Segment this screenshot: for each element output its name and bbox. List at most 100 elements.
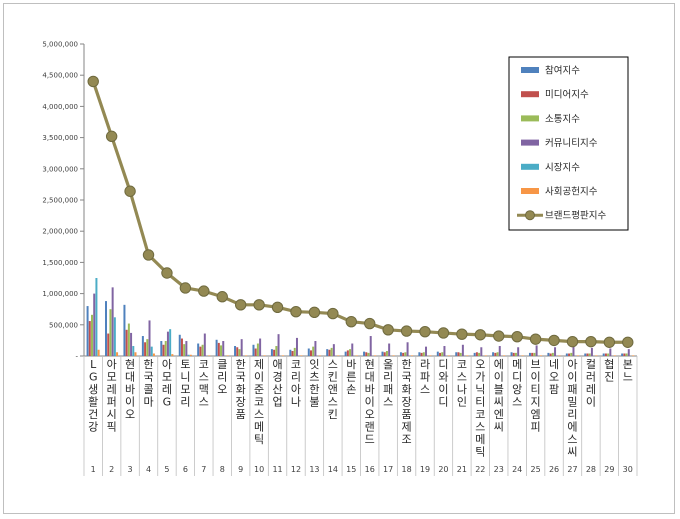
legend-label-7: 브랜드평판지수 [545, 211, 606, 222]
bar-4-3 [130, 332, 133, 356]
bar-2-15 [346, 350, 349, 356]
bar-1-6 [178, 334, 181, 356]
bar-6-6 [189, 354, 192, 356]
line-point-29 [603, 336, 616, 348]
y-tick-label: 2,500,000 [42, 197, 78, 205]
line-point-1 [87, 75, 99, 88]
bar-3-8 [220, 345, 223, 356]
bar-3-21 [459, 352, 462, 356]
bar-3-11 [275, 346, 278, 356]
bar-1-11 [270, 349, 273, 356]
bar-4-9 [240, 339, 243, 356]
line-point-4 [142, 249, 155, 261]
bar-1-26 [547, 352, 550, 356]
bar-3-19 [422, 352, 425, 356]
bar-6-27 [576, 355, 579, 356]
bar-4-13 [314, 341, 317, 356]
rank-label-9: 9 [238, 465, 243, 474]
bar-2-28 [586, 353, 589, 356]
bar-3-15 [349, 349, 352, 356]
y-tick-label: 500,000 [49, 321, 78, 329]
legend-swatch-1 [521, 67, 539, 73]
bar-6-12 [300, 355, 303, 356]
bar-1-21 [455, 352, 458, 356]
rank-label-11: 11 [272, 465, 282, 474]
bar-2-19 [420, 352, 423, 356]
bar-5-2 [113, 317, 116, 356]
bar-4-14 [332, 344, 335, 356]
bar-1-13 [307, 348, 310, 356]
legend-label-5: 시장지수 [545, 162, 580, 173]
bar-3-13 [312, 346, 315, 356]
bar-2-21 [457, 352, 460, 356]
bar-3-17 [385, 351, 388, 356]
bar-6-22 [484, 355, 487, 356]
line-point-11 [271, 301, 284, 314]
legend-label-3: 소통지수 [545, 114, 580, 125]
rank-label-1: 1 [91, 465, 96, 474]
bar-4-15 [351, 343, 354, 356]
bar-4-18 [406, 342, 409, 356]
bar-2-23 [494, 352, 497, 356]
bar-4-1 [93, 293, 96, 356]
rank-label-28: 28 [586, 465, 596, 474]
bar-4-17 [388, 343, 391, 356]
bar-3-18 [404, 352, 407, 356]
bar-1-2 [105, 301, 107, 356]
legend-label-2: 미디어지수 [545, 90, 589, 101]
line-point-5 [161, 267, 173, 279]
bar-4-7 [203, 333, 206, 356]
y-tick-label: 5,000,000 [42, 41, 78, 49]
bar-6-24 [521, 355, 524, 356]
line-point-3 [124, 185, 136, 197]
bar-4-4 [148, 320, 151, 356]
bar-2-6 [180, 338, 183, 356]
bar-4-2 [111, 287, 114, 356]
bar-1-17 [381, 351, 384, 356]
rank-label-5: 5 [164, 465, 169, 474]
rank-label-20: 20 [438, 465, 448, 474]
bar-1-28 [584, 353, 587, 356]
bar-4-21 [461, 344, 464, 356]
rank-label-8: 8 [220, 465, 225, 474]
y-tick-label: 4,000,000 [42, 103, 78, 111]
y-tick-label: 3,000,000 [42, 165, 78, 173]
bar-2-14 [328, 349, 331, 356]
bar-2-22 [475, 352, 478, 356]
bar-2-9 [236, 347, 239, 356]
rank-label-3: 3 [128, 465, 133, 474]
legend-swatch-6 [521, 188, 539, 194]
bar-1-7 [197, 343, 200, 356]
bar-2-29 [604, 353, 607, 356]
axis-layer: 5,000,000 4,500,000 4,000,000 3,500,000 3,00… [42, 41, 638, 476]
rank-label-2: 2 [109, 465, 114, 474]
bar-2-11 [273, 349, 276, 356]
bar-4-25 [535, 345, 538, 356]
bar-1-5 [160, 341, 163, 356]
legend-label-4: 커뮤니티지수 [545, 138, 598, 149]
legend-swatch-4 [521, 139, 539, 146]
bar-6-18 [411, 355, 413, 356]
bar-1-29 [602, 353, 605, 356]
bar-2-2 [107, 333, 110, 356]
legend-swatch-5 [521, 163, 539, 170]
bar-3-14 [330, 347, 333, 356]
legend-swatch-2 [521, 91, 539, 98]
line-point-30 [622, 336, 634, 348]
bar-1-19 [418, 352, 421, 356]
legend-label-6: 사회공헌지수 [545, 187, 598, 198]
bar-3-9 [238, 349, 241, 356]
bar-4-6 [185, 341, 188, 356]
bar-3-24 [514, 352, 517, 356]
bar-4-16 [369, 336, 372, 356]
line-point-15 [345, 315, 357, 328]
rank-label-12: 12 [291, 465, 301, 474]
bar-4-12 [295, 337, 298, 356]
line-point-6 [179, 282, 192, 294]
